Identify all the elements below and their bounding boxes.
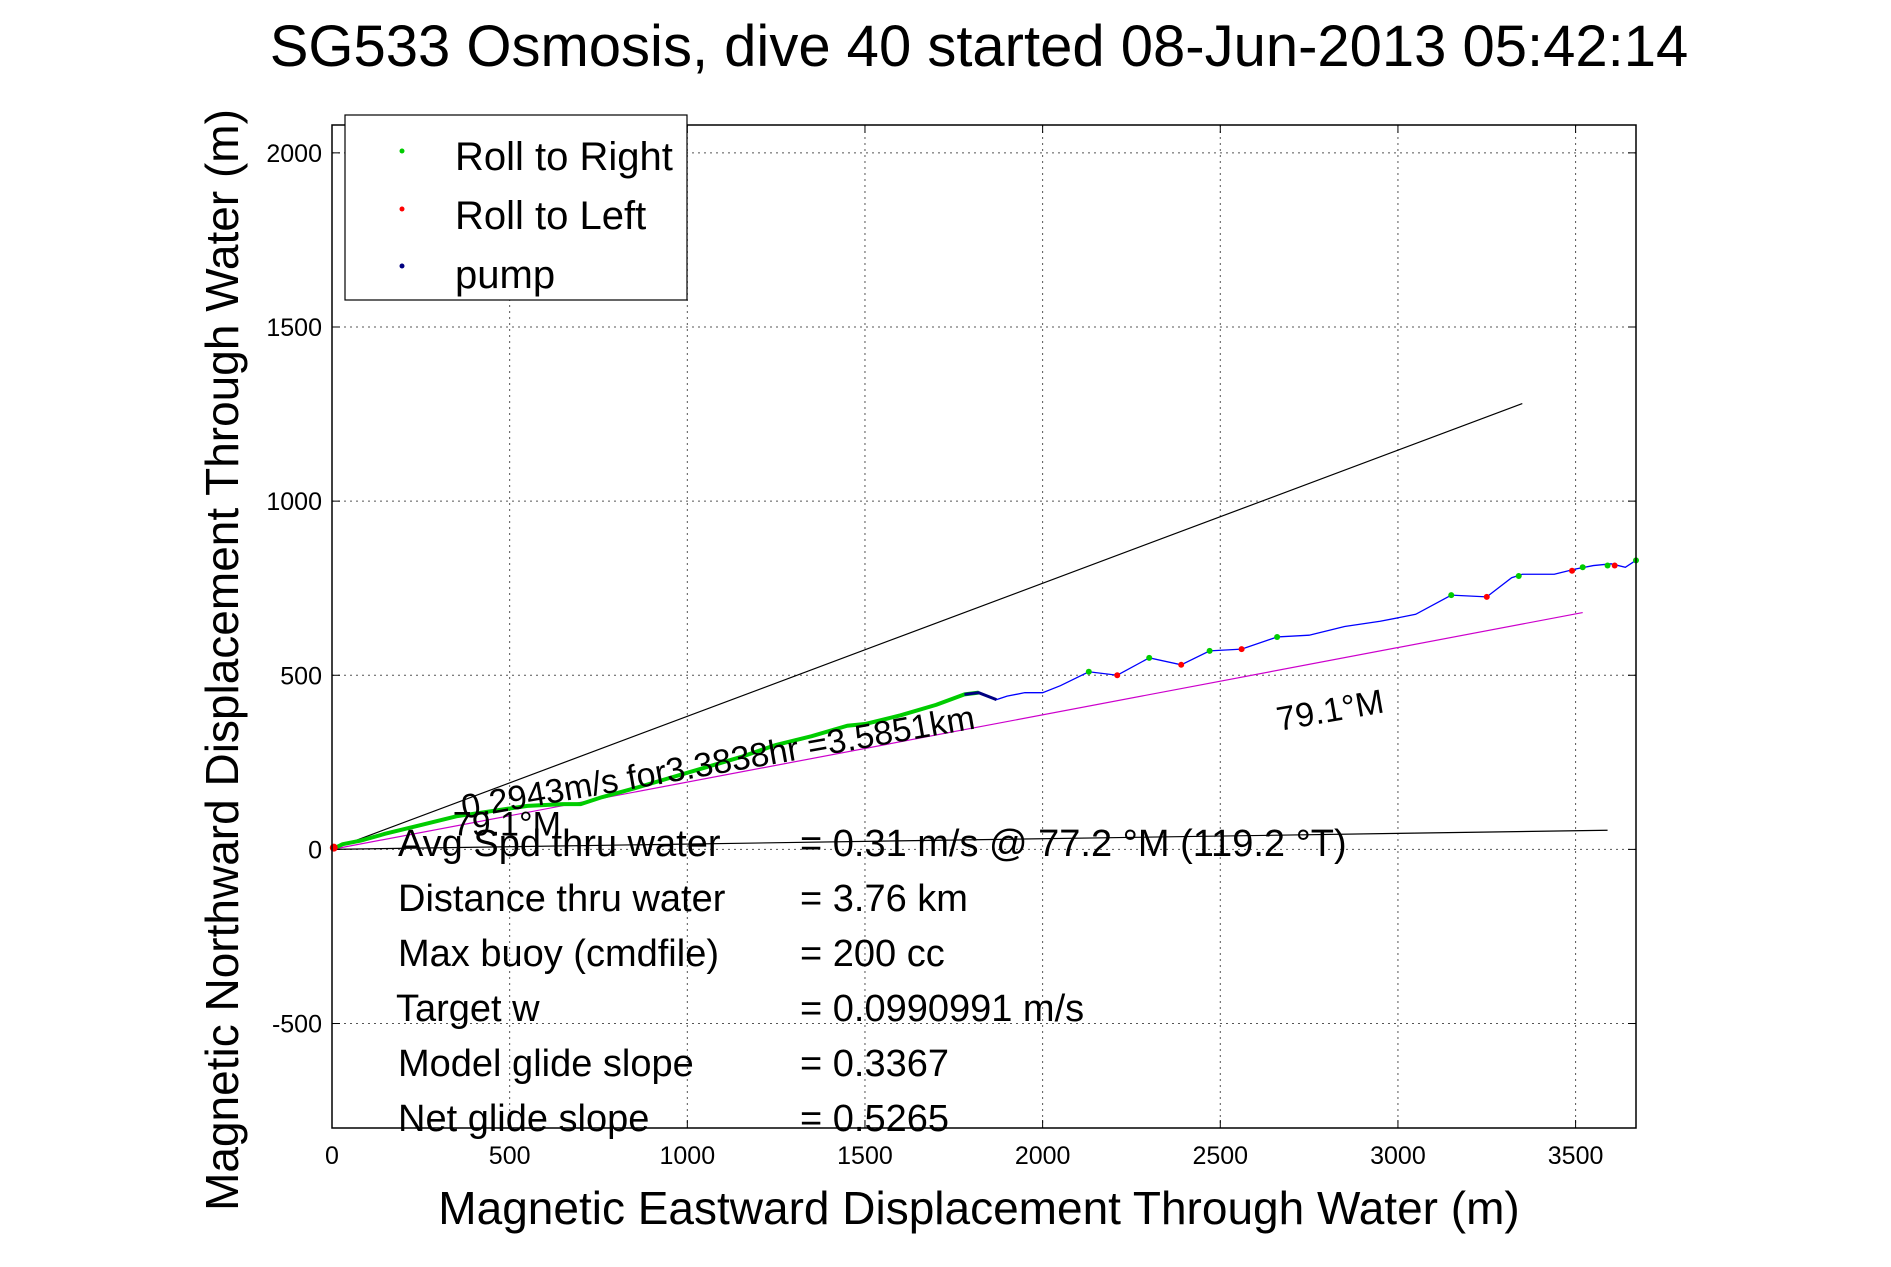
legend-marker-pump bbox=[399, 263, 405, 269]
y-tick-label: 0 bbox=[308, 836, 322, 864]
roll-right-point bbox=[1448, 592, 1455, 599]
plot-frame bbox=[331, 124, 1637, 1129]
y-tick-label: 2000 bbox=[266, 140, 322, 168]
y-tick-label: 1000 bbox=[266, 488, 322, 516]
stat-value-net-glide: = 0.5265 bbox=[800, 1098, 949, 1140]
roll-right-point bbox=[1274, 633, 1281, 640]
stats-block: Avg Spd thru water = 0.31 m/s @ 77.2 °M … bbox=[396, 823, 1347, 1140]
stat-value-distance: = 3.76 km bbox=[800, 878, 968, 920]
roll-right-point bbox=[1206, 647, 1213, 654]
legend: Roll to Right Roll to Left pump bbox=[344, 114, 688, 301]
reference-line-0 bbox=[331, 403, 1523, 850]
roll-right-point bbox=[1579, 564, 1586, 571]
annotation-2: 79.1°M bbox=[453, 805, 561, 843]
legend-marker-roll-left bbox=[399, 206, 405, 212]
stat-label-distance: Distance thru water bbox=[398, 878, 726, 920]
reference-lines bbox=[331, 403, 1608, 850]
roll-left-point bbox=[1114, 672, 1121, 679]
reference-line-2 bbox=[331, 829, 1608, 850]
x-tick-label: 1500 bbox=[837, 1142, 893, 1170]
chart-title: SG533 Osmosis, dive 40 started 08-Jun-20… bbox=[270, 14, 1689, 79]
stat-value-target-w: = 0.0990991 m/s bbox=[800, 988, 1084, 1030]
y-axis-label: Magnetic Northward Displacement Through … bbox=[196, 109, 248, 1211]
roll-right-point bbox=[1085, 668, 1092, 675]
roll-right-point bbox=[1515, 573, 1522, 580]
x-tick-label: 3000 bbox=[1370, 1142, 1426, 1170]
x-tick-label: 3500 bbox=[1548, 1142, 1604, 1170]
x-tick-label: 1000 bbox=[660, 1142, 716, 1170]
start-point bbox=[329, 843, 338, 852]
roll-left-point bbox=[1238, 646, 1245, 653]
track-pump-segment bbox=[964, 691, 997, 702]
x-tick-label: 2500 bbox=[1192, 1142, 1248, 1170]
stat-value-max-buoy: = 200 cc bbox=[800, 933, 945, 975]
stat-label-max-buoy: Max buoy (cmdfile) bbox=[398, 933, 719, 975]
roll-left-point bbox=[1569, 567, 1576, 574]
x-axis-label: Magnetic Eastward Displacement Through W… bbox=[438, 1182, 1519, 1234]
x-tick-label: 500 bbox=[489, 1142, 531, 1170]
track-roll-right-segment bbox=[331, 690, 979, 852]
roll-left-point bbox=[1611, 562, 1618, 569]
legend-label-roll-right: Roll to Right bbox=[455, 135, 673, 179]
y-tick-label: 1500 bbox=[266, 314, 322, 342]
roll-right-point bbox=[1146, 654, 1153, 661]
legend-marker-roll-right bbox=[399, 148, 405, 154]
legend-label-roll-left: Roll to Left bbox=[455, 194, 646, 238]
x-tick-label: 0 bbox=[325, 1142, 339, 1170]
stat-value-avg-speed: = 0.31 m/s @ 77.2 °M (119.2 °T) bbox=[800, 823, 1347, 865]
stat-value-model-glide: = 0.3367 bbox=[800, 1043, 949, 1085]
roll-left-point bbox=[1483, 593, 1490, 600]
stat-label-model-glide: Model glide slope bbox=[398, 1043, 694, 1085]
x-tick-label: 2000 bbox=[1015, 1142, 1071, 1170]
axis-ticks: 0 500 1000 1500 2000 2500 3000 3500 -500 0 500 1000… bbox=[266, 125, 1636, 1170]
reference-line-1 bbox=[331, 611, 1583, 850]
stat-label-target-w: Target w bbox=[396, 988, 540, 1030]
roll-left-point bbox=[1178, 661, 1185, 668]
roll-right-point bbox=[1604, 562, 1611, 569]
legend-label-pump: pump bbox=[455, 253, 555, 297]
y-tick-label: 500 bbox=[280, 662, 322, 690]
stat-label-avg-speed: Avg Spd thru water bbox=[398, 823, 721, 865]
stat-label-net-glide: Net glide slope bbox=[398, 1098, 649, 1140]
y-tick-label: -500 bbox=[272, 1011, 322, 1039]
